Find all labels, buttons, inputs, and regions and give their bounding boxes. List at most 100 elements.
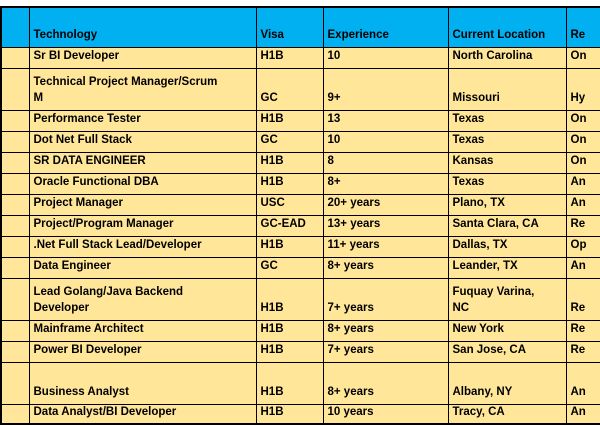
cell-relocation[interactable]: On — [565, 130, 600, 153]
cell-location[interactable]: Fuquay Varina, NC — [447, 277, 567, 321]
cell-relocation[interactable]: On — [565, 151, 600, 174]
cell-visa[interactable]: GC — [255, 256, 324, 279]
cell-visa[interactable]: GC — [255, 130, 324, 153]
cell-technology[interactable]: Dot Net Full Stack — [28, 130, 257, 153]
cell-visa[interactable]: H1B — [255, 403, 324, 425]
cell-relocation[interactable]: An — [565, 361, 600, 405]
row-select-cell[interactable] — [0, 67, 30, 111]
cell-relocation[interactable]: Re — [565, 214, 600, 237]
cell-relocation[interactable]: Re — [565, 319, 600, 342]
cell-experience[interactable]: 8+ years — [322, 361, 449, 405]
cell-technology[interactable]: Data Engineer — [28, 256, 257, 279]
cell-technology[interactable]: Performance Tester — [28, 109, 257, 132]
cell-experience[interactable]: 8+ years — [322, 319, 449, 342]
cell-visa[interactable]: H1B — [255, 235, 324, 258]
cell-location[interactable]: Albany, NY — [447, 361, 567, 405]
row-select-cell[interactable] — [0, 403, 30, 425]
cell-location[interactable]: Leander, TX — [447, 256, 567, 279]
column-header-technology[interactable]: Technology — [28, 6, 257, 48]
cell-relocation[interactable]: An — [565, 193, 600, 216]
cell-location[interactable]: Tracy, CA — [447, 403, 567, 425]
row-select-cell[interactable] — [0, 172, 30, 195]
cell-experience[interactable]: 10 years — [322, 403, 449, 425]
cell-experience[interactable]: 10 — [322, 46, 449, 69]
cell-visa[interactable]: H1B — [255, 46, 324, 69]
cell-location[interactable]: Texas — [447, 109, 567, 132]
cell-visa[interactable]: H1B — [255, 151, 324, 174]
cell-experience[interactable]: 20+ years — [322, 193, 449, 216]
cell-technology[interactable]: Lead Golang/Java Backend Developer — [28, 277, 257, 321]
cell-experience[interactable]: 7+ years — [322, 277, 449, 321]
cell-location[interactable]: Texas — [447, 172, 567, 195]
cell-technology[interactable]: Technical Project Manager/Scrum M — [28, 67, 257, 111]
table-row: Project/Program Manager GC-EAD 13+ years Sa… — [0, 214, 600, 237]
cell-relocation[interactable]: An — [565, 256, 600, 279]
cell-experience[interactable]: 10 — [322, 130, 449, 153]
cell-technology[interactable]: SR DATA ENGINEER — [28, 151, 257, 174]
row-select-cell[interactable] — [0, 130, 30, 153]
cell-technology[interactable]: Sr BI Developer — [28, 46, 257, 69]
cell-location[interactable]: New York — [447, 319, 567, 342]
cell-visa[interactable]: H1B — [255, 277, 324, 321]
cell-experience[interactable]: 9+ — [322, 67, 449, 111]
column-header-current-location[interactable]: Current Location — [447, 6, 567, 48]
cell-visa[interactable]: H1B — [255, 109, 324, 132]
row-select-cell[interactable] — [0, 235, 30, 258]
cell-location[interactable]: Dallas, TX — [447, 235, 567, 258]
row-select-cell[interactable] — [0, 193, 30, 216]
column-header-relocation[interactable]: Re — [565, 6, 600, 48]
row-select-cell[interactable] — [0, 277, 30, 321]
cell-technology[interactable]: Mainframe Architect — [28, 319, 257, 342]
cell-location[interactable]: Texas — [447, 130, 567, 153]
cell-experience[interactable]: 7+ years — [322, 340, 449, 363]
row-select-cell[interactable] — [0, 340, 30, 363]
table-row: SR DATA ENGINEER H1B 8 Kansas On — [0, 151, 600, 174]
column-header-row-select[interactable] — [0, 6, 30, 48]
column-header-experience[interactable]: Experience — [322, 6, 449, 48]
cell-visa[interactable]: H1B — [255, 361, 324, 405]
cell-experience[interactable]: 13+ years — [322, 214, 449, 237]
cell-technology[interactable]: .Net Full Stack Lead/Developer — [28, 235, 257, 258]
cell-relocation[interactable]: An — [565, 403, 600, 425]
cell-visa[interactable]: USC — [255, 193, 324, 216]
cell-location[interactable]: Missouri — [447, 67, 567, 111]
row-select-cell[interactable] — [0, 214, 30, 237]
cell-technology[interactable]: Project/Program Manager — [28, 214, 257, 237]
row-select-cell[interactable] — [0, 319, 30, 342]
cell-location[interactable]: Santa Clara, CA — [447, 214, 567, 237]
cell-experience[interactable]: 13 — [322, 109, 449, 132]
cell-relocation[interactable]: On — [565, 46, 600, 69]
cell-visa[interactable]: H1B — [255, 319, 324, 342]
cell-technology[interactable]: Project Manager — [28, 193, 257, 216]
cell-relocation[interactable]: An — [565, 172, 600, 195]
cell-relocation[interactable]: Re — [565, 340, 600, 363]
cell-visa[interactable]: GC — [255, 67, 324, 111]
row-select-cell[interactable] — [0, 46, 30, 69]
cell-visa[interactable]: H1B — [255, 172, 324, 195]
cell-technology[interactable]: Power BI Developer — [28, 340, 257, 363]
row-select-cell[interactable] — [0, 151, 30, 174]
row-select-cell[interactable] — [0, 109, 30, 132]
cell-visa[interactable]: GC-EAD — [255, 214, 324, 237]
row-select-cell[interactable] — [0, 256, 30, 279]
cell-location[interactable]: North Carolina — [447, 46, 567, 69]
spreadsheet: Technology Visa Experience Current Locat… — [0, 6, 600, 425]
column-header-visa[interactable]: Visa — [255, 6, 324, 48]
cell-experience[interactable]: 11+ years — [322, 235, 449, 258]
row-select-cell[interactable] — [0, 361, 30, 405]
cell-relocation[interactable]: Op — [565, 235, 600, 258]
cell-location[interactable]: San Jose, CA — [447, 340, 567, 363]
table-row: .Net Full Stack Lead/Developer H1B 11+ yea… — [0, 235, 600, 258]
cell-relocation[interactable]: On — [565, 109, 600, 132]
cell-visa[interactable]: H1B — [255, 340, 324, 363]
cell-experience[interactable]: 8+ years — [322, 256, 449, 279]
cell-technology[interactable]: Business Analyst — [28, 361, 257, 405]
cell-location[interactable]: Kansas — [447, 151, 567, 174]
cell-location[interactable]: Plano, TX — [447, 193, 567, 216]
cell-relocation[interactable]: Hy — [565, 67, 600, 111]
cell-experience[interactable]: 8 — [322, 151, 449, 174]
cell-technology[interactable]: Oracle Functional DBA — [28, 172, 257, 195]
cell-relocation[interactable]: Re — [565, 277, 600, 321]
cell-technology[interactable]: Data Analyst/BI Developer — [28, 403, 257, 425]
cell-experience[interactable]: 8+ — [322, 172, 449, 195]
